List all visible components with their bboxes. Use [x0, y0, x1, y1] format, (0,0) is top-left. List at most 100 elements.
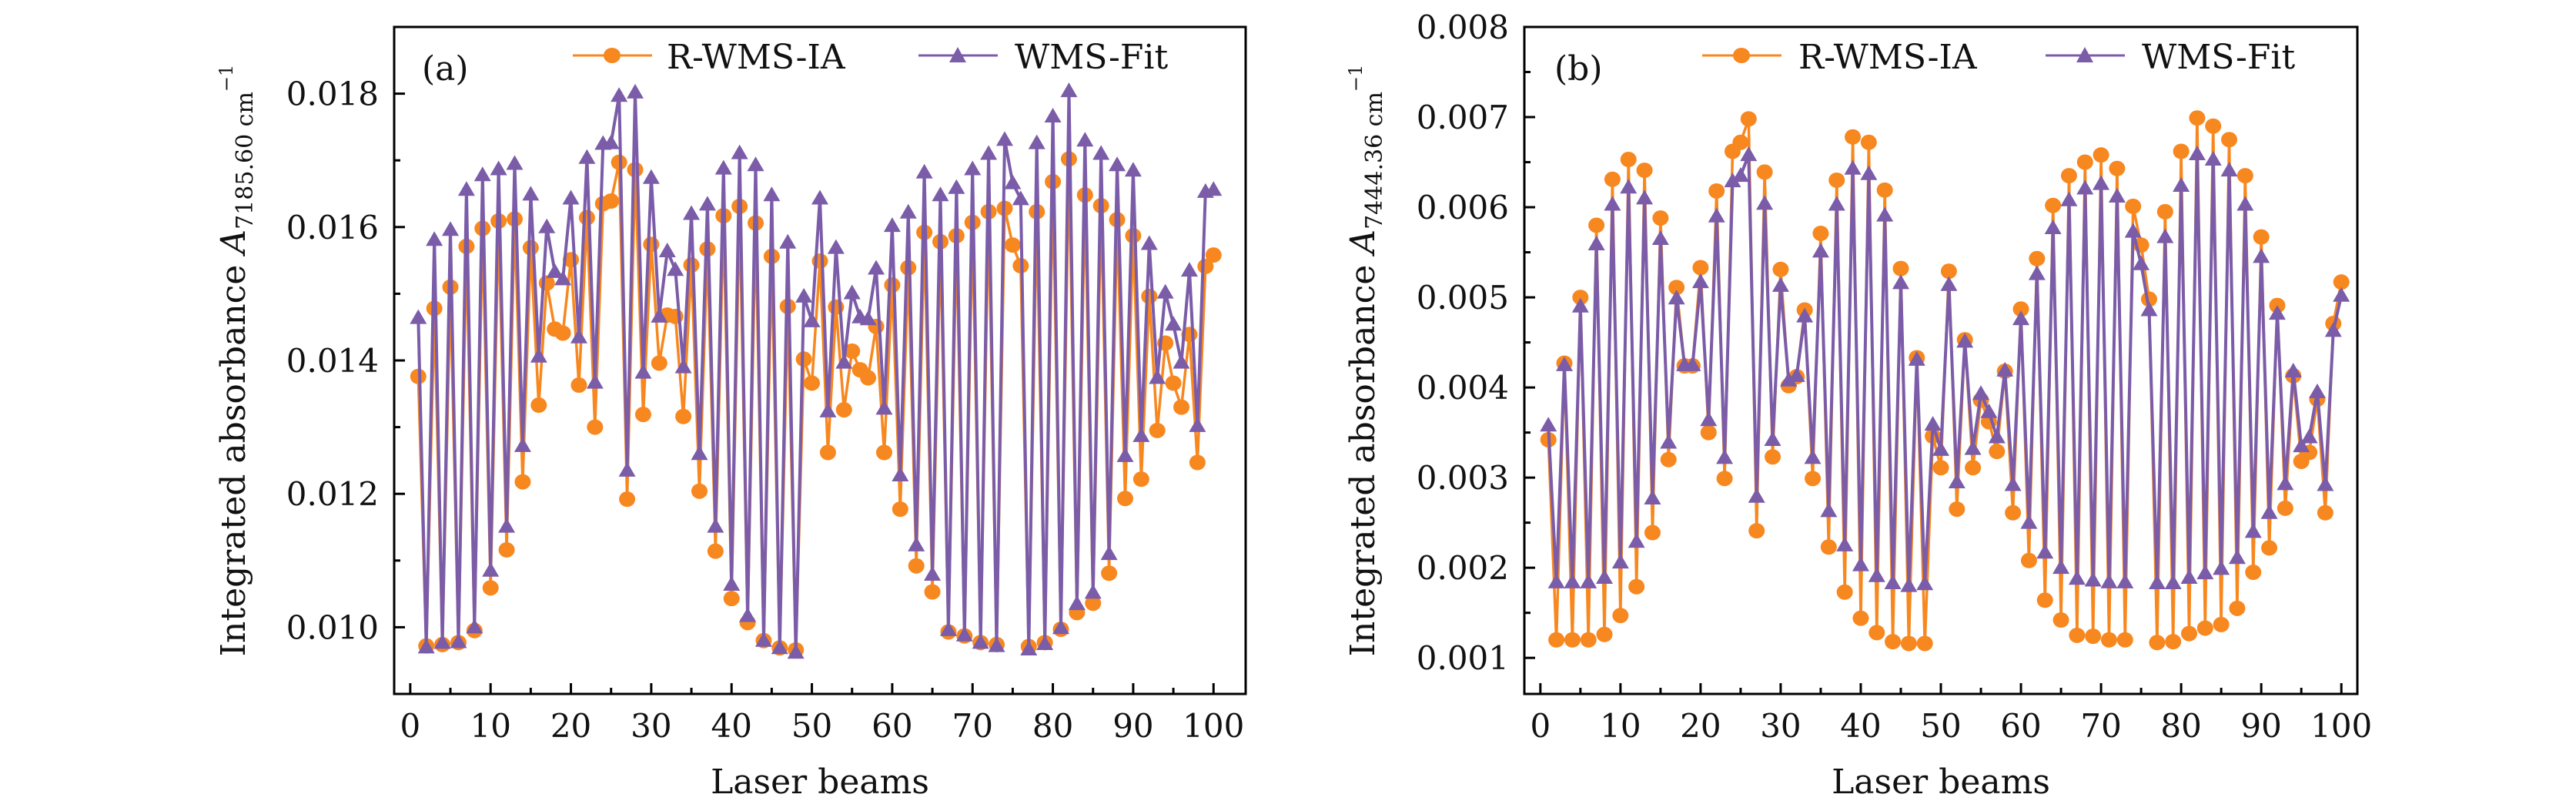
data-point: [811, 189, 828, 205]
data-point: [2005, 504, 2022, 521]
y-axis-title-symbol: A: [1343, 230, 1383, 257]
data-point: [1756, 195, 1774, 210]
x-tick-label: 20: [1680, 707, 1721, 745]
data-point: [2052, 612, 2069, 628]
chart-panel-b: Integrated absorbance A7444.36 cm−1 Lase…: [1343, 8, 2372, 802]
data-point: [1780, 371, 1798, 387]
data-point: [1620, 179, 1638, 194]
data-point: [1020, 640, 1038, 655]
data-point: [980, 145, 998, 160]
data-point: [1044, 108, 1062, 123]
data-point: [1804, 449, 1822, 464]
data-point: [1644, 524, 1661, 541]
legend-label: WMS-Fit: [2142, 38, 2296, 77]
y-axis-title-text: Integrated absorbance: [214, 254, 253, 657]
data-point: [2236, 196, 2254, 211]
y-tick-label: 0.001: [1417, 639, 1509, 677]
data-point: [2060, 191, 2078, 206]
data-point: [2093, 175, 2110, 190]
y-tick-label: 0.012: [286, 475, 379, 513]
data-point: [1180, 262, 1198, 277]
data-point: [1068, 595, 1086, 611]
data-point: [803, 312, 821, 327]
legend-label: R-WMS-IA: [667, 38, 846, 77]
legend-item-wms-fit: WMS-Fit: [918, 38, 1169, 77]
data-point: [723, 575, 741, 591]
data-point: [2260, 504, 2278, 519]
data-point: [2100, 573, 2118, 588]
data-point: [1765, 449, 1781, 465]
x-tick-label: 100: [2310, 707, 2372, 745]
data-point: [2205, 118, 2222, 134]
legend-item-r-wms-ia: R-WMS-IA: [573, 38, 846, 77]
data-point: [1708, 183, 1725, 199]
data-point: [1788, 367, 1805, 382]
y-axis-title-text: Integrated absorbance: [1343, 254, 1383, 657]
data-point: [1132, 427, 1150, 442]
data-point: [2300, 428, 2318, 444]
data-point: [1892, 260, 1909, 276]
data-point: [1948, 473, 1965, 488]
data-point: [627, 162, 644, 178]
data-point: [1156, 283, 1174, 299]
data-point: [843, 284, 861, 300]
data-point: [2036, 592, 2053, 608]
x-tick-label: 20: [550, 707, 591, 745]
data-point: [1820, 539, 1837, 555]
x-tick-label: 50: [791, 707, 832, 745]
x-tick-label: 40: [1840, 707, 1881, 745]
data-point: [490, 160, 507, 176]
data-point: [2308, 383, 2326, 398]
data-point: [2333, 287, 2350, 302]
data-point: [1109, 156, 1126, 172]
data-point: [1716, 471, 1733, 487]
x-tick-label: 30: [631, 707, 671, 745]
data-point: [578, 149, 596, 164]
data-point: [530, 347, 547, 363]
data-point: [1540, 417, 1557, 432]
data-point: [1580, 573, 1597, 588]
data-point: [1124, 162, 1142, 177]
data-point: [1684, 356, 1701, 371]
data-point: [1772, 261, 1789, 277]
data-point: [860, 370, 877, 386]
data-point: [2333, 274, 2350, 290]
data-point: [1852, 610, 1869, 626]
panel-label: (a): [422, 49, 469, 89]
data-point: [1900, 635, 1917, 652]
data-point: [707, 543, 724, 559]
data-point: [683, 257, 700, 273]
data-point: [2020, 552, 2037, 568]
data-point: [2133, 255, 2150, 270]
data-point: [482, 561, 500, 577]
data-point: [2213, 560, 2230, 575]
data-point: [1604, 196, 1621, 211]
data-point: [1644, 490, 1661, 505]
data-point: [2173, 176, 2190, 192]
data-point: [2317, 476, 2334, 491]
legend-marker-circle: [1733, 48, 1750, 63]
data-point: [948, 179, 965, 194]
data-point: [2253, 248, 2270, 263]
data-point: [1860, 165, 1878, 180]
data-point: [2317, 504, 2333, 521]
legend-item-r-wms-ia: R-WMS-IA: [1702, 38, 1978, 77]
data-point: [868, 260, 885, 275]
data-point: [2164, 575, 2182, 590]
data-point: [1868, 567, 1885, 582]
data-point: [2012, 310, 2030, 326]
data-point: [410, 309, 427, 324]
data-point: [1052, 619, 1070, 635]
data-point: [1596, 569, 1614, 585]
data-point: [2244, 523, 2262, 538]
plot-frame: [393, 25, 1247, 695]
data-point: [2196, 620, 2213, 636]
legend-marker-triangle: [949, 47, 966, 62]
data-point: [779, 233, 797, 249]
data-point: [1580, 632, 1597, 648]
data-point: [835, 402, 852, 418]
data-point: [1989, 444, 2006, 460]
data-point: [2293, 437, 2310, 453]
data-point: [2204, 151, 2222, 166]
y-tick-label: 0.008: [1417, 8, 1509, 46]
